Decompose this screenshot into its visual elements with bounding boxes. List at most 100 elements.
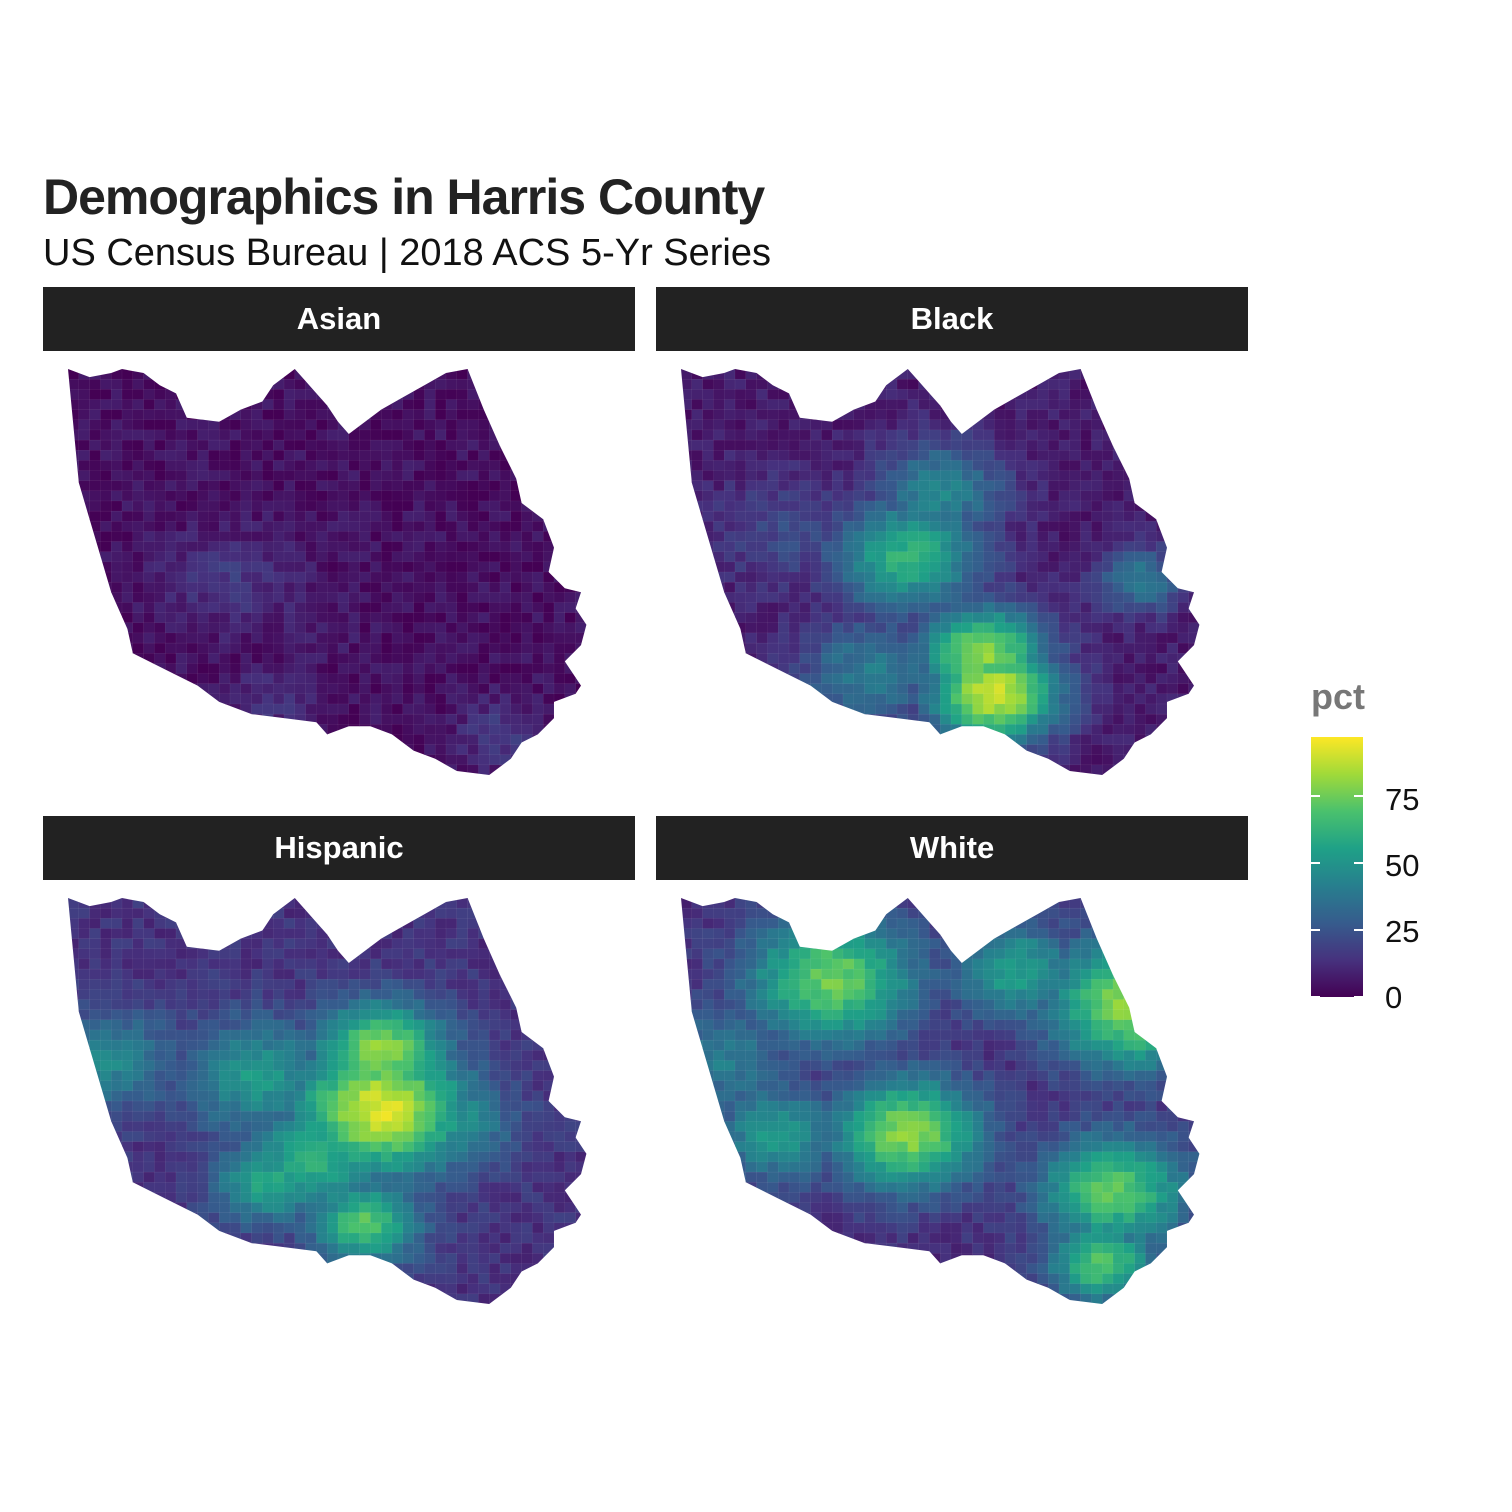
tract <box>961 439 974 451</box>
tract <box>229 1151 242 1163</box>
tract <box>413 764 425 775</box>
tract <box>143 521 155 532</box>
tract <box>940 744 952 756</box>
tract <box>681 531 693 543</box>
tract <box>821 592 833 603</box>
tract <box>305 1131 317 1143</box>
tract <box>1102 663 1114 675</box>
tract <box>489 439 501 451</box>
tract <box>121 592 134 603</box>
tract <box>521 724 533 735</box>
tract <box>132 1070 145 1082</box>
tract <box>842 622 855 634</box>
tract <box>702 744 714 756</box>
tract <box>391 581 404 593</box>
tract <box>1134 663 1146 675</box>
tract <box>489 541 501 553</box>
tract <box>68 1242 80 1254</box>
tract <box>337 653 350 664</box>
tract <box>713 713 725 725</box>
tract <box>175 602 188 614</box>
tract <box>575 369 587 380</box>
tract <box>100 663 112 675</box>
tract <box>186 399 199 411</box>
tract <box>154 744 166 756</box>
tract <box>218 1019 231 1031</box>
tract <box>810 510 822 522</box>
tract <box>734 622 747 634</box>
tract <box>391 632 404 644</box>
tract <box>810 531 822 543</box>
tract <box>305 551 317 563</box>
tract <box>435 399 447 411</box>
tract <box>78 1050 91 1061</box>
tract <box>370 653 382 664</box>
tract <box>78 989 91 1000</box>
tract <box>543 744 555 756</box>
tract <box>305 1070 317 1082</box>
tract <box>521 632 533 644</box>
tract <box>240 1090 253 1102</box>
map-panel-hispanic <box>60 894 652 1314</box>
tract <box>402 703 415 715</box>
tract <box>154 703 166 715</box>
tract <box>283 1121 296 1132</box>
tract <box>940 521 952 532</box>
tract <box>100 693 112 705</box>
tract <box>391 439 404 451</box>
tract <box>1004 571 1017 583</box>
tract <box>143 449 155 461</box>
tract <box>229 449 242 461</box>
tract <box>208 1009 220 1021</box>
tract <box>229 632 242 644</box>
tract <box>983 734 995 746</box>
tract <box>197 490 209 502</box>
tract <box>799 713 812 725</box>
tract <box>413 632 425 644</box>
tract <box>1004 632 1017 644</box>
tract <box>154 734 166 746</box>
tract <box>1166 592 1179 603</box>
tract <box>413 622 425 634</box>
tract <box>681 673 693 685</box>
tract <box>950 490 963 502</box>
tract <box>1004 663 1017 675</box>
tract <box>510 764 523 775</box>
tract <box>1112 429 1125 441</box>
tract <box>713 510 725 522</box>
tract <box>121 989 134 1000</box>
tract <box>983 571 995 583</box>
tract <box>78 1202 91 1214</box>
tract <box>272 999 285 1011</box>
tract <box>950 602 963 614</box>
tract <box>262 958 274 970</box>
tract <box>218 551 231 563</box>
tract <box>734 439 747 451</box>
tract <box>111 898 123 909</box>
tract <box>121 673 134 685</box>
tract <box>1166 632 1179 644</box>
tract <box>121 907 134 919</box>
tract <box>1134 581 1146 593</box>
tract <box>100 429 112 441</box>
tract <box>1015 378 1028 390</box>
tract <box>229 1070 242 1082</box>
tract <box>597 734 608 744</box>
tract <box>586 663 587 675</box>
tract <box>175 683 188 695</box>
tract <box>564 673 577 685</box>
tract <box>532 378 544 390</box>
tract <box>337 632 350 644</box>
tract <box>1026 663 1038 675</box>
tract <box>467 622 479 634</box>
tract <box>89 673 101 685</box>
tract <box>1015 409 1028 421</box>
tract <box>875 642 887 654</box>
tract <box>240 764 253 775</box>
tract <box>100 1131 112 1143</box>
tract <box>1188 632 1200 644</box>
tract <box>543 592 555 603</box>
tract <box>262 581 274 593</box>
tract <box>1058 673 1071 685</box>
tract <box>218 1232 231 1244</box>
